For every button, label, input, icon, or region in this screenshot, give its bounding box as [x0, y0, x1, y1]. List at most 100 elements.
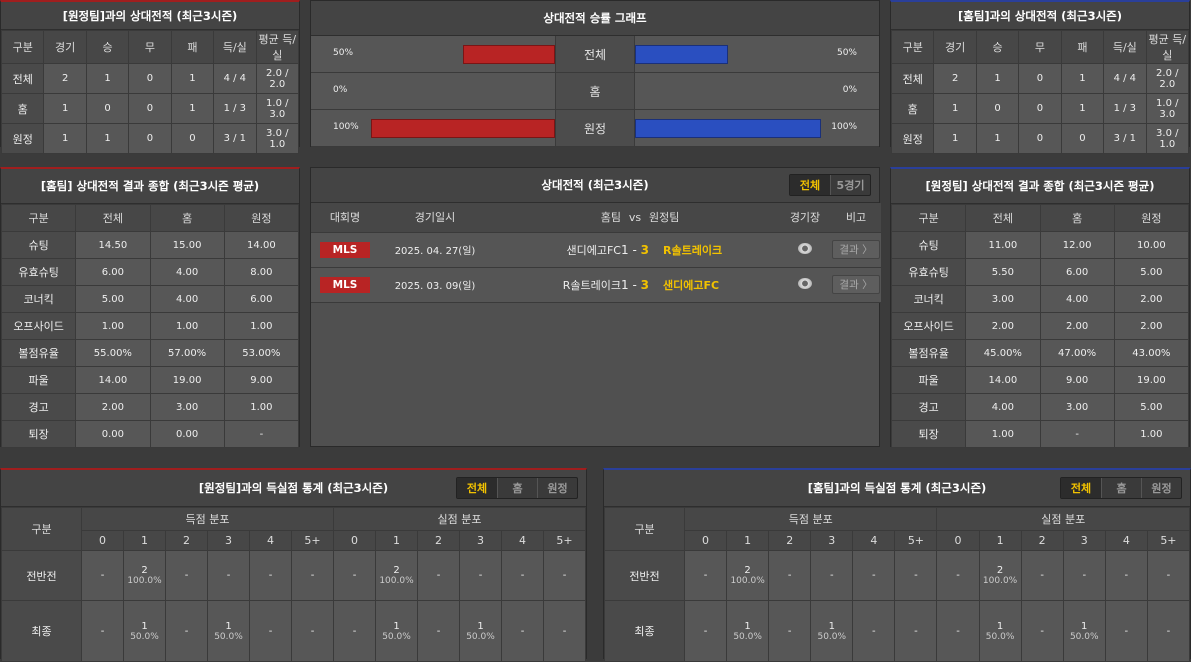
cell-count: 1 — [744, 620, 751, 632]
table-cell: - — [1104, 600, 1148, 662]
league-cell: MLS — [311, 232, 379, 268]
match-row[interactable]: MLS 2025. 04. 27(일) 샌디에고FC 1 - 3 R솔트레이크 결과 〉 — [311, 232, 881, 268]
row-label: 경고 — [0, 393, 77, 421]
table-cell: - — [81, 550, 124, 601]
match-date: 2025. 03. 09(일) — [394, 281, 476, 292]
away-team[interactable]: 샌디에고FC — [663, 278, 720, 292]
bucket-header: 3 — [1062, 530, 1106, 551]
row-label: 슈팅 — [0, 231, 77, 259]
table-cell: 1.0 / 3.0 — [1145, 93, 1190, 124]
tab-전체[interactable]: 전체 — [1061, 478, 1101, 498]
table-cell: - — [810, 550, 854, 601]
column-header: 전체 — [965, 204, 1041, 232]
group-header: 실점 분포 — [936, 507, 1190, 531]
result-button[interactable]: 결과 〉 — [832, 240, 880, 259]
column-header: 득/실 — [213, 30, 257, 64]
tab-원정[interactable]: 원정 — [537, 478, 577, 498]
table-row: 퇴장 0.00 0.00- — [0, 420, 300, 448]
bucket-header: 5+ — [1146, 530, 1191, 551]
stadium-icon[interactable] — [798, 242, 812, 254]
bucket-header: 5+ — [543, 530, 586, 551]
header-row: 구분 전체 홈 원정 — [0, 204, 300, 232]
group-header: 득점 분포 — [81, 507, 334, 531]
row-label: 전반전 — [1, 550, 82, 601]
table-cell: - — [501, 600, 544, 662]
h2h-home-panel: [홈팀]과의 상대전적 (최근3시즌) 구분 경기 승 무 패 득/실 평균 득/실 전체 2 1… — [890, 0, 1190, 154]
cell-count: - — [268, 625, 273, 637]
graph-row-label: 전체 — [555, 36, 635, 72]
header-row: 구분 경기 승 무 패 득/실 평균 득/실 — [890, 30, 1190, 64]
away-score: 3 — [640, 277, 649, 292]
home-team[interactable]: R솔트레이크 — [562, 278, 621, 292]
table-cell: 2 — [933, 63, 977, 94]
cell-count: - — [520, 570, 525, 581]
table-cell: 1 50.0% — [123, 600, 166, 662]
home-score: 1 — [621, 242, 629, 257]
cell-count: - — [872, 570, 876, 581]
home-team[interactable]: 샌디에고FC — [566, 243, 622, 257]
table-cell: 19.00 — [149, 366, 225, 394]
row-label: 홈 — [0, 93, 45, 124]
row-label: 최종 — [1, 600, 82, 662]
cell-count: - — [268, 570, 273, 581]
right-percent: 50% — [836, 48, 857, 58]
table-row: 슈팅 14.50 15.00 14.00 — [0, 231, 300, 259]
result-cell: 결과 〉 — [831, 267, 881, 303]
panel-title: [홈팀] 상대전적 결과 종합 (최근3시즌 평균) — [1, 169, 299, 204]
column-header: 구분 — [604, 507, 685, 551]
table-cell: 1 50.0% — [810, 600, 854, 662]
tab-원정[interactable]: 원정 — [1141, 478, 1181, 498]
table-cell: 2 — [43, 63, 87, 94]
table-cell: 57.00% — [149, 339, 225, 367]
table-cell: 4 / 4 — [213, 63, 257, 94]
column-header: 경기장 — [779, 203, 831, 233]
bucket-header: 2 — [417, 530, 460, 551]
column-header: 경기 — [43, 30, 87, 64]
tab-홈[interactable]: 홈 — [497, 478, 537, 498]
tab-5경기[interactable]: 5경기 — [830, 175, 870, 195]
table-cell: 9.00 — [1039, 366, 1115, 394]
table-cell: 1 / 3 — [213, 93, 257, 124]
table-row: 원정 1 1 0 0 3 / 1 3.0 / 1.0 — [890, 123, 1190, 154]
table-cell: - — [333, 550, 376, 601]
table-cell: 0 — [1018, 123, 1062, 154]
table-cell: 1.00 — [223, 393, 300, 421]
row-label: 슈팅 — [890, 231, 967, 259]
table-cell: 2.00 — [75, 393, 151, 421]
bucket-header: 3 — [810, 530, 854, 551]
left-percent: 0% — [333, 85, 348, 95]
bucket-header: 5+ — [894, 530, 938, 551]
league-cell: MLS — [311, 267, 379, 303]
cell-count: - — [562, 625, 567, 637]
bucket-header: 1 — [123, 530, 166, 551]
table-cell: 1 — [170, 93, 215, 124]
right-percent: 100% — [831, 122, 857, 132]
right-bar — [635, 119, 821, 138]
table-cell: - — [683, 550, 728, 601]
result-button[interactable]: 결과 〉 — [832, 275, 880, 294]
table-cell: - — [936, 550, 980, 601]
match-row[interactable]: MLS 2025. 03. 09(일) R솔트레이크 1 - 3 샌디에고FC 결과 〉 — [311, 267, 881, 303]
away-team[interactable]: R솔트레이크 — [663, 243, 723, 257]
group-header-row: 구분 득점 분포 실점 분포 — [604, 507, 1190, 551]
cell-count: 1 — [393, 620, 400, 632]
table-cell: 0 — [975, 93, 1020, 124]
table-cell: - — [417, 550, 460, 601]
stadium-icon[interactable] — [798, 277, 812, 289]
left-percent: 100% — [333, 122, 359, 132]
right-bar — [635, 45, 728, 64]
table-cell: - — [333, 600, 376, 662]
bucket-header: 3 — [207, 530, 250, 551]
cell-count: 1 — [141, 620, 148, 632]
bucket-header-row: 0 1 2 3 4 5+ 0 1 2 3 4 5+ — [605, 530, 1191, 551]
table-cell: - — [1039, 420, 1115, 448]
tab-홈[interactable]: 홈 — [1101, 478, 1141, 498]
table-cell: 1.00 — [1113, 420, 1190, 448]
cell-count: - — [914, 625, 918, 637]
group-header-row: 구분 득점 분포 실점 분포 — [1, 507, 586, 551]
tab-전체[interactable]: 전체 — [790, 175, 830, 195]
tab-전체[interactable]: 전체 — [457, 478, 497, 498]
table-cell: 1 50.0% — [726, 600, 770, 662]
cell-count: - — [1166, 625, 1171, 637]
